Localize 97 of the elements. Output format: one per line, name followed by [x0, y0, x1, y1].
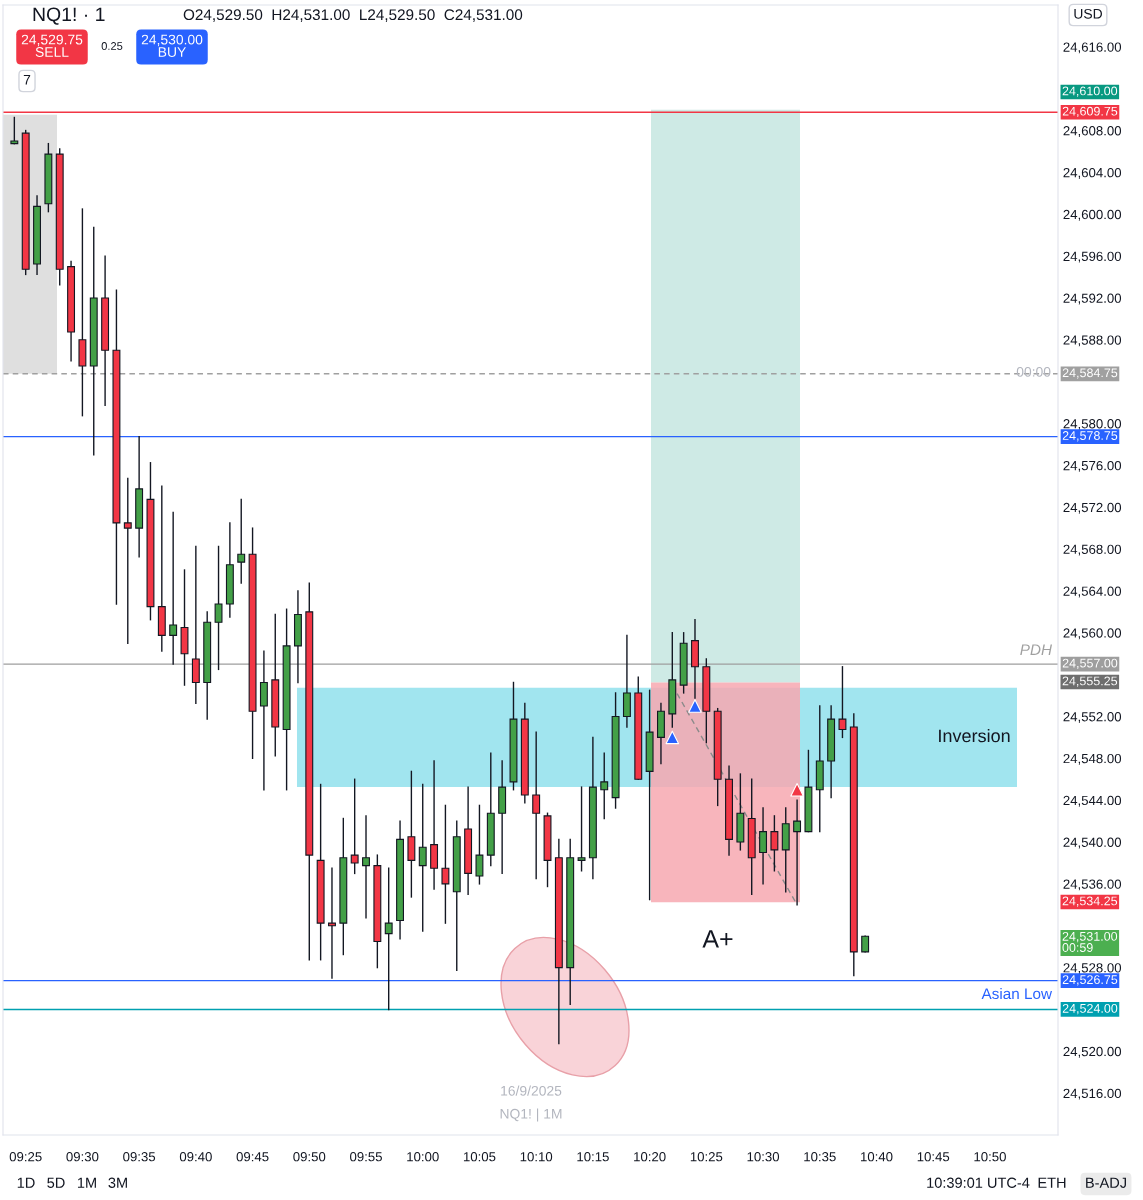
text: 24,531.00 00:59: [1062, 931, 1118, 952]
candlestick: [10, 116, 19, 145]
x-tick-label: 10:25: [690, 1152, 723, 1162]
text: 24,534.25: [1062, 896, 1118, 907]
candlestick: [600, 752, 609, 820]
candlestick: [214, 545, 223, 671]
annotation: 0.25: [101, 42, 123, 50]
ref-line-label: 24,584.75: [1062, 368, 1118, 379]
candlestick: [622, 634, 631, 728]
candlestick: [475, 804, 484, 885]
annotation: 24,529.75 SELL: [21, 34, 83, 57]
y-tick-label: 24,604.00: [1063, 167, 1122, 179]
candlestick: [259, 650, 268, 791]
x-tick-label: 10:50: [974, 1152, 1006, 1162]
candlestick: [362, 815, 370, 919]
y-tick-label: 24,568.00: [1063, 544, 1122, 556]
annotation: 16/9/2025: [501, 1085, 562, 1096]
candlestick: [577, 786, 586, 872]
y-tick-label: 24,552.00: [1063, 712, 1122, 723]
y-tick-label: 24,588.00: [1063, 335, 1122, 347]
point: [790, 782, 804, 797]
text: 10:39:01 UTC-4: [927, 1177, 1030, 1188]
y-tick-label: 24,516.00: [1063, 1088, 1122, 1100]
x-tick-label: 09:55: [350, 1152, 382, 1162]
text: 1M: [77, 1177, 96, 1188]
y-tick-label: 24,536.00: [1063, 879, 1122, 891]
annotation: NQ1! | 1M: [500, 1108, 562, 1122]
y-tick-label: 24,540.00: [1063, 837, 1122, 849]
annotation: NQ1! · 1: [33, 7, 105, 25]
candlestick: [430, 760, 439, 890]
x-tick-label: 09:35: [123, 1152, 156, 1162]
band-label: Inversion: [939, 728, 1010, 743]
ref-line-label: 24,526.75: [1062, 975, 1118, 986]
candlestick: [441, 804, 450, 924]
y-tick-label: 24,572.00: [1063, 502, 1122, 514]
candlestick: [169, 511, 178, 665]
text: B-ADJ: [1086, 1177, 1126, 1188]
ref-line-label: 24,578.75: [1062, 431, 1118, 442]
candlestick: [759, 807, 768, 885]
x-tick-label: 09:25: [9, 1152, 42, 1162]
ref-line-label: 24,557.00: [1062, 658, 1118, 669]
x-tick-label: 10:10: [520, 1152, 553, 1162]
candlestick: [838, 666, 847, 739]
candlestick: [793, 799, 802, 906]
annotation: 24,530.00 BUY: [141, 34, 203, 57]
point: [688, 699, 702, 713]
x-tick-label: 09:40: [179, 1152, 212, 1162]
text: 24,610.00: [1062, 86, 1118, 97]
y-tick-label: 24,608.00: [1063, 126, 1122, 138]
x-tick-label: 09:30: [66, 1152, 99, 1162]
text: USD: [1074, 8, 1102, 19]
x-tick-label: 10:45: [917, 1152, 950, 1162]
y-tick-label: 24,520.00: [1063, 1046, 1122, 1058]
candlestick: [328, 867, 336, 979]
y-tick-label: 24,544.00: [1063, 795, 1122, 807]
y-tick-label: 24,580.00: [1063, 419, 1122, 430]
x-tick-label: 09:50: [293, 1152, 326, 1162]
y-tick-label: 24,560.00: [1063, 628, 1122, 640]
x-tick-label: 10:05: [463, 1152, 496, 1162]
x-tick-label: 10:40: [860, 1152, 893, 1162]
x-tick-label: 09:45: [236, 1152, 269, 1162]
candlestick: [350, 778, 359, 875]
annotation: PDH: [1020, 644, 1053, 655]
annotation: O24,529.50 H24,531.00 L24,529.50 C24,531.00: [183, 9, 523, 22]
y-tick-label: 24,616.00: [1063, 42, 1122, 54]
text: ETH: [1038, 1177, 1066, 1188]
annotation: A+: [702, 930, 733, 948]
annotation: 00:00: [1016, 366, 1051, 377]
y-tick-label: 24,528.00: [1063, 963, 1122, 975]
candlestick: [191, 545, 200, 705]
candlestick: [418, 783, 427, 932]
candlestick: [237, 498, 246, 584]
y-tick-label: 24,564.00: [1063, 586, 1122, 598]
point: [665, 730, 680, 745]
text: 5D: [47, 1177, 65, 1188]
x-tick-label: 10:15: [577, 1152, 609, 1162]
y-tick-label: 24,592.00: [1063, 293, 1122, 305]
text: 1D: [17, 1177, 35, 1188]
candlestick: [384, 867, 393, 1011]
candlestick: [770, 815, 779, 872]
candlestick: [123, 477, 132, 644]
annotation: Asian Low: [981, 987, 1053, 1000]
x-tick-label: 10:20: [634, 1152, 666, 1162]
ref-line-label: 24,524.00: [1062, 1003, 1118, 1015]
x-tick-label: 10:00: [407, 1152, 439, 1162]
x-tick-label: 10:35: [804, 1152, 836, 1162]
ref-line-label: 24,609.75: [1062, 106, 1118, 118]
y-tick-label: 24,548.00: [1063, 753, 1122, 765]
text: 24,555.25: [1062, 676, 1118, 687]
candlestick: [407, 770, 416, 898]
text: 3M: [108, 1177, 127, 1188]
y-tick-label: 24,596.00: [1063, 251, 1122, 263]
candlestick: [532, 731, 541, 880]
x-tick-label: 10:30: [747, 1152, 780, 1162]
y-tick-label: 24,600.00: [1063, 209, 1122, 221]
annotation: 7: [23, 75, 31, 85]
y-tick-label: 24,576.00: [1063, 460, 1122, 472]
